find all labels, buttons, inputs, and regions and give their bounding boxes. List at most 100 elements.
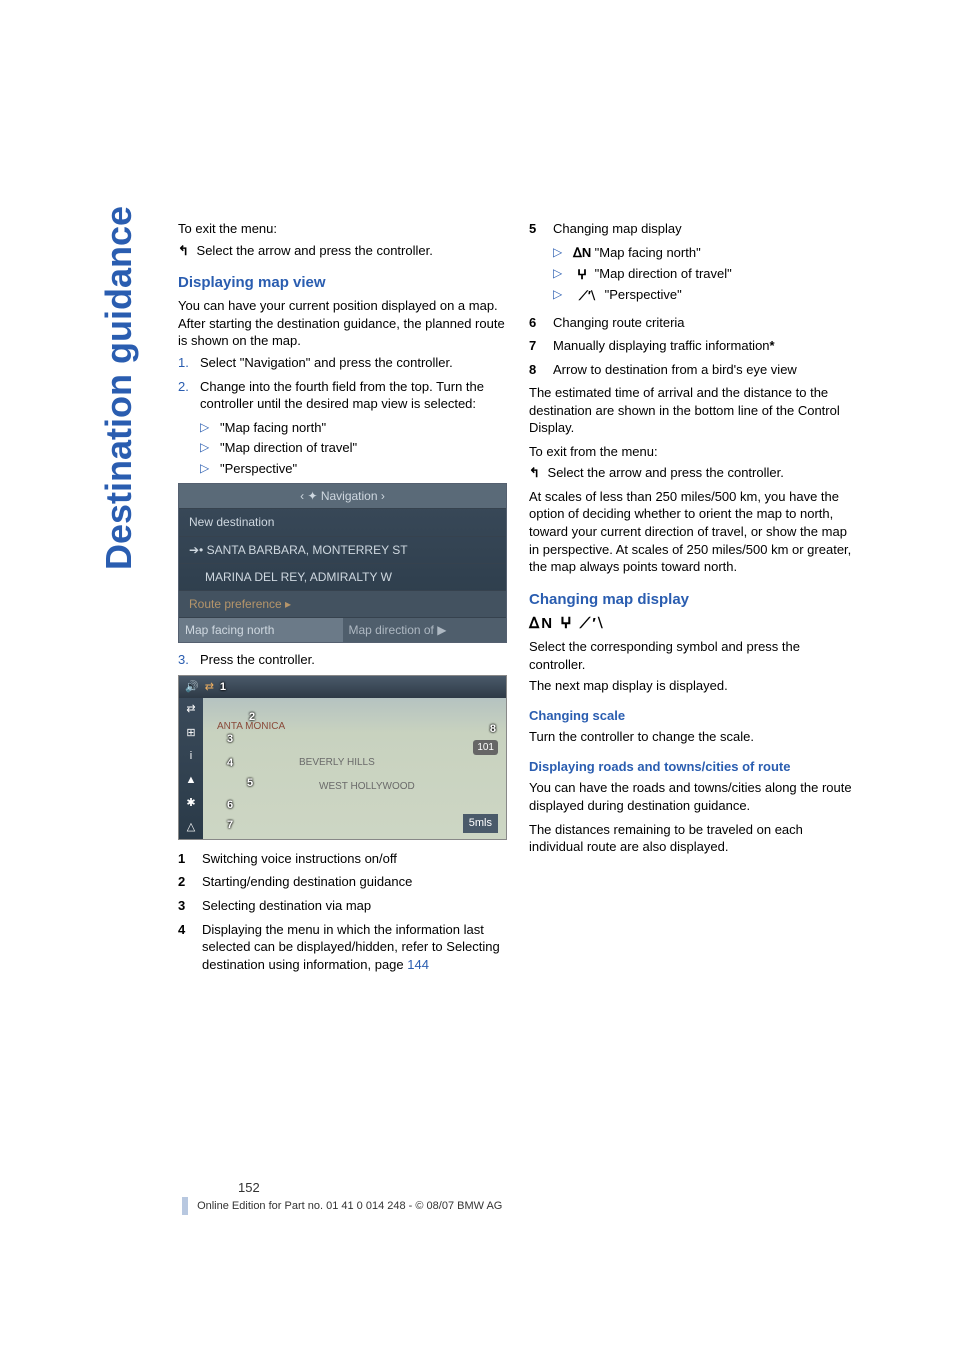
exit-menu-action-text: Select the arrow and press the controlle… <box>548 465 784 480</box>
nav-bottom-row: Map facing north Map direction of ▶ <box>179 617 506 642</box>
roads-p1: You can have the roads and towns/cities … <box>529 779 858 814</box>
legend-item-6: 6 Changing route criteria <box>529 314 858 332</box>
legend-text: Changing route criteria <box>553 314 858 332</box>
side-vertical-title: Destination guidance <box>95 206 144 570</box>
nav-title-arrows: › <box>381 489 385 503</box>
map-topbar: 🔊 ⇄ 1 <box>179 676 506 698</box>
exit-menu-action: ↰ Select the arrow and press the control… <box>178 242 507 260</box>
option-map-north: "Map facing north" <box>200 419 507 437</box>
nav-titlebar: ‹ ✦ Navigation › <box>179 484 506 508</box>
display-map-intro: You can have your current position displ… <box>178 297 507 350</box>
nav-row-marina: MARINA DEL REY, ADMIRALTY W <box>179 563 506 590</box>
exit-menu-action-text: Select the arrow and press the controlle… <box>197 243 433 258</box>
exit-menu-label-right: To exit from the menu: <box>529 443 858 461</box>
marker-1: 1 <box>220 680 226 695</box>
back-arrow-icon: ↰ <box>529 464 540 482</box>
legend-num: 3 <box>178 897 192 915</box>
legend-item-4: 4Displaying the menu in which the inform… <box>178 921 507 974</box>
legend-num: 8 <box>529 361 543 379</box>
legend-item-3: 3 Selecting destination via map <box>178 897 507 915</box>
nav-row-text: SANTA BARBARA, MONTERREY ST <box>207 543 408 557</box>
marker-3: 3 <box>227 732 233 747</box>
nav-row-new-destination: New destination <box>179 508 506 535</box>
speaker-icon: 🔊 <box>185 680 199 695</box>
city-west-hollywood: WEST HOLLYWOOD <box>319 780 415 794</box>
marker-8: 8 <box>490 722 496 737</box>
opt-perspective: ⟋′⧵ "Perspective" <box>553 286 858 304</box>
exit-menu-label: To exit the menu: <box>178 220 507 238</box>
north-icon: ▲ <box>186 773 197 788</box>
legend-num: 4 <box>178 921 192 974</box>
back-arrow-icon: ↰ <box>178 242 189 260</box>
legend5-options: ᐃN "Map facing north" ⵖ "Map direction o… <box>553 244 858 305</box>
map-leftbar: ⇄ ⊞ i ▲ ✱ △ <box>179 698 203 839</box>
legend-item-7: 7 Manually displaying traffic information… <box>529 337 858 355</box>
play-icon: ▶ <box>437 623 446 637</box>
legend-text: Displaying the menu in which the informa… <box>202 921 507 974</box>
page-link-144[interactable]: 144 <box>407 957 429 972</box>
legend-4-text: Displaying the menu in which the informa… <box>202 922 500 972</box>
opt-north-label: "Map facing north" <box>595 245 701 260</box>
step2-options: "Map facing north" "Map direction of tra… <box>200 419 507 478</box>
marker-5: 5 <box>247 776 253 791</box>
scales-paragraph: At scales of less than 250 miles/500 km,… <box>529 488 858 576</box>
step-number: 3. <box>178 651 189 669</box>
legend-text: Changing map display <box>553 221 682 236</box>
heading-roads-towns: Displaying roads and towns/cities of rou… <box>529 758 858 776</box>
map-scale: 5mls <box>463 814 498 833</box>
step-2: 2. Change into the fourth field from the… <box>178 378 507 478</box>
route-icon: ⇄ <box>205 680 214 695</box>
legend-num: 2 <box>178 873 192 891</box>
legend-num: 7 <box>529 337 543 355</box>
city-beverly-hills: BEVERLY HILLS <box>299 756 375 770</box>
legend-text: Starting/ending destination guidance <box>202 873 507 891</box>
arrow-icon: ➔• <box>189 543 207 557</box>
right-column: 5 Changing map display ᐃN "Map facing no… <box>529 220 858 979</box>
legend-7-text: Manually displaying traffic information <box>553 338 770 353</box>
opt-north: ᐃN "Map facing north" <box>553 244 858 262</box>
grid-icon: ⊞ <box>186 726 195 741</box>
map-legend-list: 1Switching voice instructions on/off 2 St… <box>178 850 507 973</box>
north-arrow-icon: ᐃN <box>573 244 591 262</box>
page-footer: 152 Online Edition for Part no. 01 41 0 … <box>178 1179 858 1215</box>
road-badge-101: 101 <box>473 740 498 756</box>
opt-travel-label: "Map direction of travel" <box>595 266 732 281</box>
legend-num: 6 <box>529 314 543 332</box>
exit-menu-action-right: ↰ Select the arrow and press the control… <box>529 464 858 482</box>
perspective-icon: ⟋′⧵ <box>573 287 601 305</box>
eta-paragraph: The estimated time of arrival and the di… <box>529 384 858 437</box>
legend-text: Switching voice instructions on/off <box>202 850 507 868</box>
nav-unselected-map-travel: Map direction of ▶ <box>343 618 507 642</box>
legend-item-1: 1Switching voice instructions on/off <box>178 850 507 868</box>
warning-icon: △ <box>187 820 195 835</box>
left-column: To exit the menu: ↰ Select the arrow and… <box>178 220 507 979</box>
marker-6: 6 <box>227 798 233 813</box>
navigation-screenshot: ‹ ✦ Navigation › New destination ➔• SANT… <box>178 483 507 643</box>
marker-7: 7 <box>227 818 233 833</box>
legend-item-5: 5 Changing map display ᐃN "Map facing no… <box>529 220 858 308</box>
legend-5-body: Changing map display ᐃN "Map facing nort… <box>553 220 858 308</box>
steps-list-cont: 3. Press the controller. <box>178 651 507 669</box>
map-display-icons: ᐃN ⵖ ⟋′⧵ <box>529 614 858 634</box>
opt-travel: ⵖ "Map direction of travel" <box>553 265 858 283</box>
step-3: 3. Press the controller. <box>178 651 507 669</box>
map-legend-list-right: 5 Changing map display ᐃN "Map facing no… <box>529 220 858 378</box>
step-number: 2. <box>178 378 189 396</box>
step-text: Select "Navigation" and press the contro… <box>200 355 453 370</box>
step-text: Press the controller. <box>200 652 315 667</box>
heading-displaying-map-view: Displaying map view <box>178 273 507 293</box>
north-arrow-icon: ᐃN <box>529 615 554 632</box>
asterisk-icon: * <box>770 338 775 353</box>
perspective-icon: ⟋′⧵ <box>580 615 605 632</box>
legend-text: Arrow to destination from a bird's eye v… <box>553 361 858 379</box>
change-scale-p: Turn the controller to change the scale. <box>529 728 858 746</box>
legend-text: Selecting destination via map <box>202 897 507 915</box>
marker-4: 4 <box>227 756 233 771</box>
travel-arrow-icon: ⵖ <box>560 615 573 632</box>
page-content: To exit the menu: ↰ Select the arrow and… <box>178 220 858 979</box>
step-text: Change into the fourth field from the to… <box>200 379 484 412</box>
legend-item-8: 8 Arrow to destination from a bird's eye … <box>529 361 858 379</box>
heading-changing-scale: Changing scale <box>529 707 858 725</box>
change-map-p1: Select the corresponding symbol and pres… <box>529 638 858 673</box>
legend-item-2: 2 Starting/ending destination guidance <box>178 873 507 891</box>
